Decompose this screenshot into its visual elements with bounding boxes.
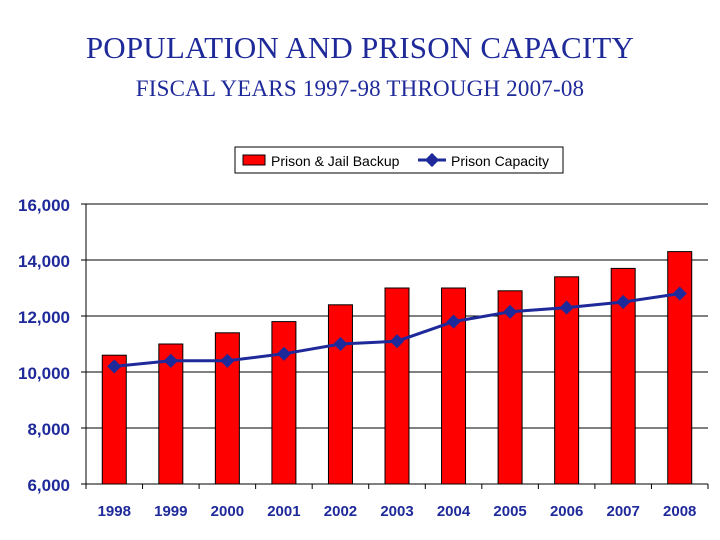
y-tick-label: 12,000 (18, 308, 70, 327)
legend: Prison & Jail Backup Prison Capacity (234, 146, 564, 174)
capacity-point (503, 304, 518, 319)
capacity-point (163, 353, 178, 368)
x-tick-label: 2000 (211, 503, 244, 520)
x-tick-label: 1999 (154, 503, 187, 520)
legend-box (234, 146, 564, 174)
y-tick-label: 6,000 (27, 476, 70, 495)
bar (101, 354, 127, 485)
bar (327, 304, 353, 485)
legend-marker-line (424, 152, 440, 168)
y-tick-label: 8,000 (27, 420, 70, 439)
y-tick-label: 14,000 (18, 252, 70, 271)
capacity-point (389, 334, 405, 349)
y-tick-labels: 6,000 8,000 10,000 12,000 14,000 16,000 (18, 196, 70, 495)
bar (497, 290, 523, 485)
capacity-point (276, 346, 291, 361)
capacity-point (616, 294, 631, 310)
x-tick-label: 2003 (380, 503, 413, 520)
bar-series (101, 251, 693, 485)
bar (667, 251, 693, 485)
bar (271, 321, 297, 485)
legend-label-line: Prison Capacity (451, 153, 549, 169)
capacity-point (220, 353, 235, 368)
capacity-point (107, 359, 122, 374)
legend-swatch-bars (242, 154, 266, 166)
y-tick-label: 16,000 (18, 196, 70, 215)
capacity-point (672, 286, 687, 301)
y-tick-label: 10,000 (18, 364, 70, 383)
x-tick-label: 2008 (663, 503, 696, 520)
x-tick-label: 2001 (267, 503, 300, 520)
line-series (107, 286, 687, 374)
x-tick-label: 2002 (324, 503, 357, 520)
x-tick-label: 1998 (98, 503, 131, 520)
x-tick-label: 2004 (437, 503, 471, 520)
chart-title: POPULATION AND PRISON CAPACITY (85, 30, 635, 65)
x-tick-label: 2005 (493, 503, 526, 520)
legend-label-bars: Prison & Jail Backup (271, 153, 400, 169)
capacity-point (559, 300, 574, 315)
capacity-point (333, 336, 348, 352)
x-tick-label: 2006 (550, 503, 583, 520)
chart-subtitle: FISCAL YEARS 1997-98 THROUGH 2007-08 (135, 76, 585, 101)
capacity-point (446, 314, 461, 329)
x-tick-labels: 1998 1999 2000 2001 2002 2003 2004 2005 2006 2007… (98, 503, 697, 520)
x-tick-label: 2007 (606, 503, 639, 520)
bar (384, 287, 410, 485)
